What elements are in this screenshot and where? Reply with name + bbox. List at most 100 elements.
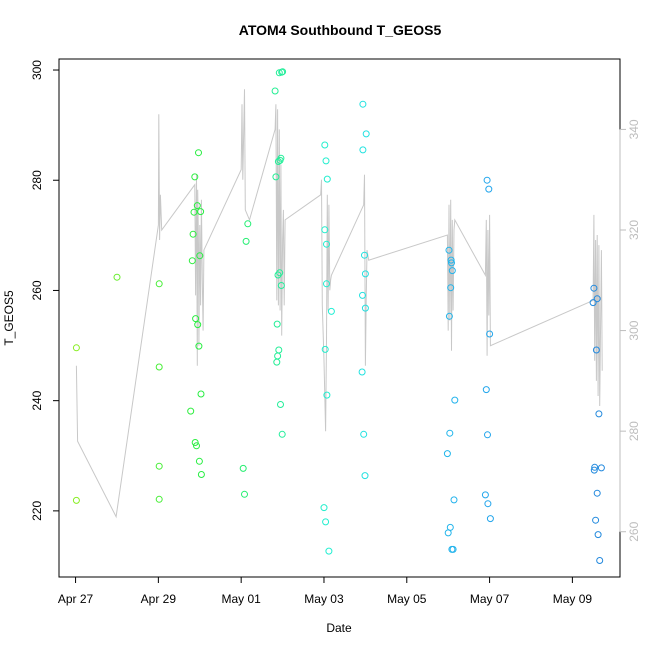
data-point xyxy=(197,471,205,478)
data-point xyxy=(596,557,604,564)
data-point xyxy=(191,173,199,181)
data-point xyxy=(358,368,366,376)
data-point xyxy=(191,439,199,446)
data-point xyxy=(362,130,370,138)
y-tick-label: 240 xyxy=(30,390,44,410)
data-point xyxy=(448,259,455,267)
data-point xyxy=(195,342,203,350)
data-point xyxy=(361,304,369,312)
data-point xyxy=(327,307,335,315)
data-point xyxy=(485,185,493,193)
data-point xyxy=(590,466,598,474)
data-point xyxy=(189,230,197,238)
data-point xyxy=(242,237,250,245)
data-point xyxy=(274,352,282,360)
y2-tick-label: 300 xyxy=(627,320,641,340)
data-point xyxy=(481,491,489,499)
data-point xyxy=(275,346,283,354)
data-point xyxy=(484,431,491,439)
x-tick-label: May 09 xyxy=(553,592,593,606)
y-tick-label: 220 xyxy=(30,501,44,521)
data-point xyxy=(274,271,282,279)
data-point xyxy=(445,312,453,320)
data-point xyxy=(486,330,494,338)
series-points xyxy=(72,68,605,564)
data-point xyxy=(321,226,329,234)
data-point xyxy=(194,321,202,329)
data-point xyxy=(320,504,328,512)
data-point xyxy=(359,100,367,108)
x-axis-label: Date xyxy=(326,621,352,635)
data-point xyxy=(447,256,455,264)
data-point xyxy=(590,284,598,292)
data-point xyxy=(197,390,205,398)
data-point xyxy=(195,149,202,157)
data-point xyxy=(271,87,279,95)
data-point xyxy=(323,280,330,288)
data-point xyxy=(197,208,205,216)
data-point xyxy=(443,450,451,458)
data-point xyxy=(196,252,204,260)
data-point xyxy=(361,251,368,259)
y2-tick-label: 340 xyxy=(627,119,641,139)
data-point xyxy=(155,495,163,503)
data-point xyxy=(448,267,456,275)
data-point xyxy=(277,154,285,162)
data-point xyxy=(450,496,458,504)
x-tick-label: May 05 xyxy=(387,592,427,606)
x-tick-label: Apr 27 xyxy=(58,592,94,606)
y-tick-label: 300 xyxy=(30,60,44,80)
y-axis-label: T_GEOS5 xyxy=(2,290,16,346)
data-point xyxy=(321,345,329,353)
data-point xyxy=(244,220,252,228)
data-point xyxy=(595,410,603,418)
data-point xyxy=(273,320,281,328)
data-point xyxy=(276,269,284,277)
data-point xyxy=(72,344,80,352)
data-point xyxy=(589,299,597,307)
data-point xyxy=(277,282,285,289)
data-point xyxy=(193,442,200,450)
x-tick-label: May 03 xyxy=(304,592,344,606)
series-line xyxy=(75,89,603,519)
data-point xyxy=(325,547,333,555)
x-tick-label: May 01 xyxy=(221,592,261,606)
data-point xyxy=(446,429,454,437)
data-point xyxy=(360,430,368,438)
data-point xyxy=(445,246,453,254)
data-point xyxy=(195,457,203,465)
data-point xyxy=(155,280,163,288)
data-point xyxy=(272,173,280,181)
chart-title: ATOM4 Southbound T_GEOS5 xyxy=(239,22,442,38)
data-point xyxy=(592,346,600,354)
data-point xyxy=(447,284,455,292)
data-point xyxy=(187,407,195,415)
data-point xyxy=(449,545,457,553)
axes: Apr 27 Apr 29 May 01 May 03 May 05 May 07 May … xyxy=(30,60,641,606)
data-point xyxy=(190,208,198,216)
data-point xyxy=(113,273,121,281)
data-point xyxy=(279,68,287,76)
data-point xyxy=(273,358,281,366)
data-point xyxy=(193,202,201,210)
data-point xyxy=(277,401,284,408)
data-point xyxy=(323,240,330,248)
y-tick-label: 260 xyxy=(30,280,44,300)
data-point xyxy=(594,531,602,539)
data-point xyxy=(361,472,369,480)
data-point xyxy=(486,515,494,523)
data-point xyxy=(322,157,330,165)
data-point xyxy=(451,396,459,404)
x-tick-label: May 07 xyxy=(470,592,510,606)
series-lines xyxy=(75,89,603,519)
data-point xyxy=(361,270,369,278)
data-point xyxy=(278,430,286,438)
data-point xyxy=(72,496,80,504)
data-point xyxy=(323,391,331,399)
data-point xyxy=(359,146,367,154)
data-point xyxy=(192,315,200,323)
data-point xyxy=(359,291,366,299)
data-point xyxy=(239,464,247,472)
x-tick-label: Apr 29 xyxy=(141,592,177,606)
